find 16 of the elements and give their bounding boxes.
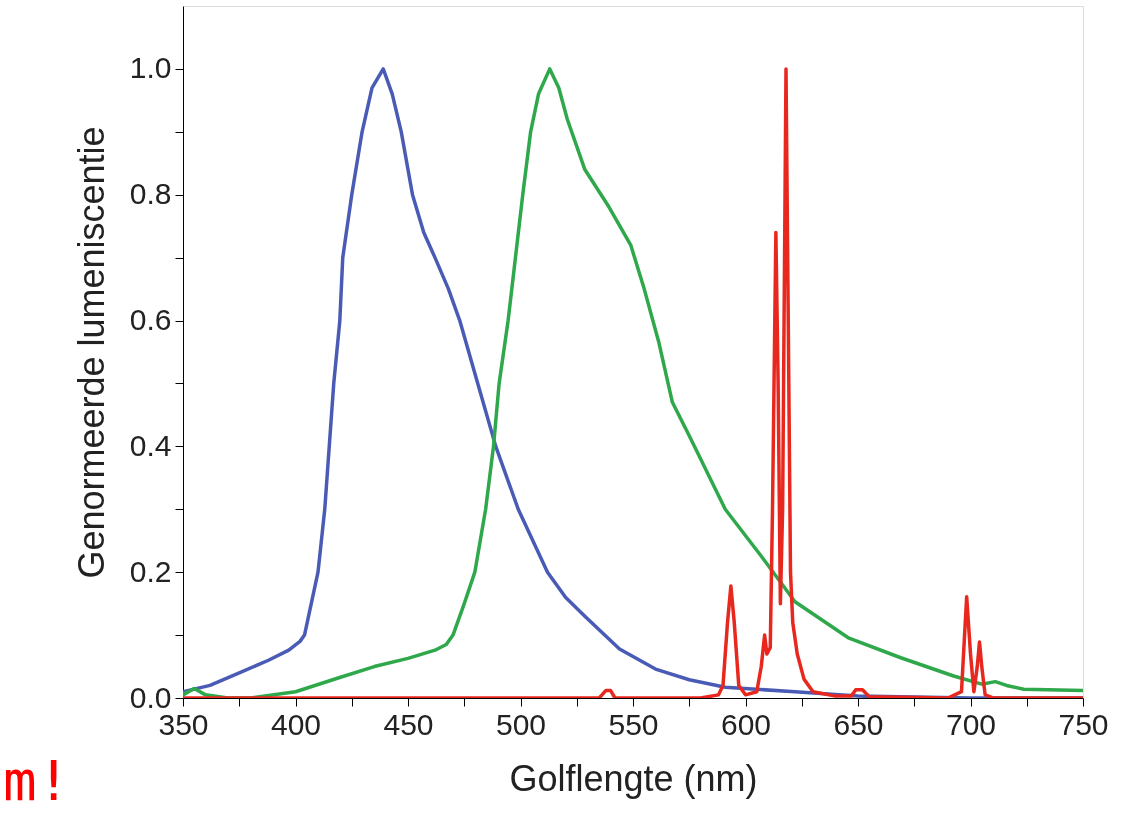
x-tick-label: 750 [1058, 707, 1109, 741]
text: m! [3, 748, 71, 813]
x-tick-label: 700 [945, 707, 997, 741]
y-tick-label: 0.6 [129, 303, 172, 337]
y-tick-label: 0.4 [129, 428, 172, 462]
x-tick-label: 550 [608, 707, 659, 741]
x-tick-label: 650 [833, 707, 884, 741]
x-tick-label: 500 [495, 707, 547, 741]
x-tick-label: 450 [383, 707, 434, 741]
x-tick-label: 600 [720, 707, 772, 741]
y-tick-label: 0.2 [129, 554, 172, 588]
y-axis-title: Genormeerde lumeniscentie [70, 126, 112, 579]
x-axis-title: Golflengte (nm) [509, 757, 758, 799]
y-tick-label: 1.0 [129, 51, 172, 85]
x-tick-label: 400 [270, 707, 322, 741]
y-tick-label: 0.8 [129, 177, 172, 211]
